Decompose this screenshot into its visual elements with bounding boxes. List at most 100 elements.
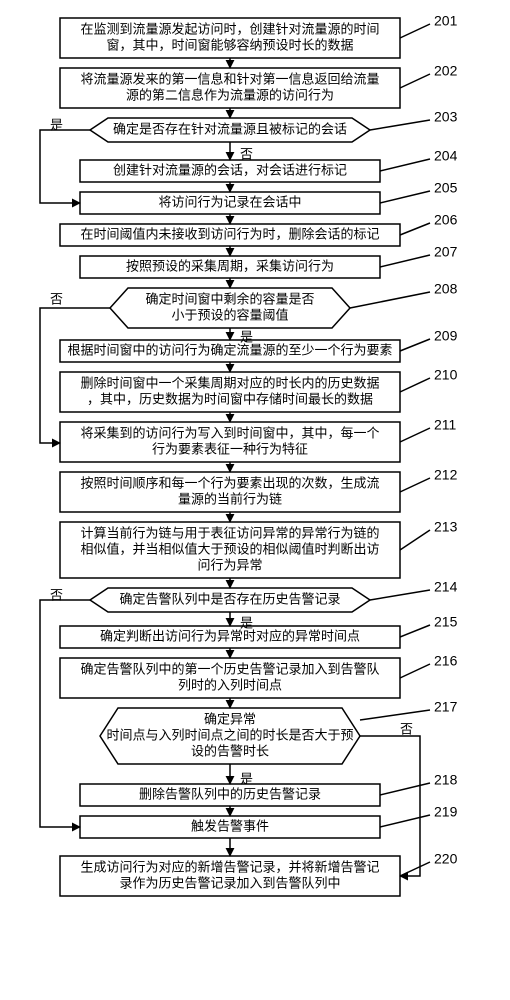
node-206: 在时间阈值内未接收到访问行为时，删除会话的标记 bbox=[60, 224, 400, 246]
svg-text:确定时间窗中剩余的容量是否: 确定时间窗中剩余的容量是否 bbox=[145, 291, 314, 306]
svg-text:确定异常: 确定异常 bbox=[204, 711, 256, 726]
leader-line bbox=[370, 120, 430, 130]
svg-text:时间点与入列时间点之间的时长是否大于预: 时间点与入列时间点之间的时长是否大于预 bbox=[106, 727, 353, 742]
node-211: 将采集到的访问行为写入到时间窗中，其中，每一个行为要素表征一种行为特征 bbox=[60, 422, 400, 462]
node-205: 将访问行为记录在会话中 bbox=[80, 192, 380, 214]
leader-line bbox=[400, 664, 430, 678]
node-217: 确定异常时间点与入列时间点之间的时长是否大于预设的告警时长 bbox=[100, 708, 360, 764]
svg-text:将采集到的访问行为写入到时间窗中，其中，每一个: 将采集到的访问行为写入到时间窗中，其中，每一个 bbox=[80, 425, 379, 440]
step-label-218: 218 bbox=[434, 772, 458, 788]
svg-text:是: 是 bbox=[240, 771, 253, 786]
leader-line bbox=[400, 378, 430, 392]
leader-line bbox=[400, 625, 430, 637]
svg-text:问行为异常: 问行为异常 bbox=[197, 557, 262, 572]
node-209: 根据时间窗中的访问行为确定流量源的至少一个行为要素 bbox=[60, 340, 400, 362]
svg-text:，其中，历史数据为时间窗中存储时间最长的数据: ，其中，历史数据为时间窗中存储时间最长的数据 bbox=[87, 391, 373, 406]
edge bbox=[40, 600, 90, 827]
svg-text:在监测到流量源发起访问时，创建针对流量源的时间: 在监测到流量源发起访问时，创建针对流量源的时间 bbox=[80, 21, 379, 36]
svg-text:小于预设的容量阈值: 小于预设的容量阈值 bbox=[171, 307, 288, 322]
step-label-209: 209 bbox=[434, 328, 458, 344]
svg-text:是: 是 bbox=[50, 117, 63, 132]
node-210: 删除时间窗中一个采集周期对应的时长内的历史数据，其中，历史数据为时间窗中存储时间… bbox=[60, 372, 400, 412]
svg-text:设的告警时长: 设的告警时长 bbox=[191, 743, 269, 758]
svg-text:列时的入列时间点: 列时的入列时间点 bbox=[178, 677, 282, 692]
svg-text:将访问行为记录在会话中: 将访问行为记录在会话中 bbox=[158, 194, 301, 209]
svg-text:窗，其中，时间窗能够容纳预设时长的数据: 窗，其中，时间窗能够容纳预设时长的数据 bbox=[106, 37, 353, 52]
node-214: 确定告警队列中是否存在历史告警记录 bbox=[90, 588, 370, 612]
step-label-203: 203 bbox=[434, 109, 458, 125]
svg-text:确定告警队列中的第一个历史告警记录加入到告警队: 确定告警队列中的第一个历史告警记录加入到告警队 bbox=[80, 661, 379, 676]
leader-line bbox=[400, 24, 430, 38]
step-label-219: 219 bbox=[434, 804, 458, 820]
svg-text:确定判断出访问行为异常时对应的异常时间点: 确定判断出访问行为异常时对应的异常时间点 bbox=[100, 628, 360, 643]
node-202: 将流量源发来的第一信息和针对第一信息返回给流量源的第二信息作为流量源的访问行为 bbox=[60, 68, 400, 108]
leader-line bbox=[380, 255, 430, 267]
step-label-204: 204 bbox=[434, 148, 458, 164]
step-label-217: 217 bbox=[434, 699, 458, 715]
svg-text:删除时间窗中一个采集周期对应的时长内的历史数据: 删除时间窗中一个采集周期对应的时长内的历史数据 bbox=[80, 375, 379, 390]
node-207: 按照预设的采集周期，采集访问行为 bbox=[80, 256, 380, 278]
leader-line bbox=[380, 159, 430, 171]
node-201: 在监测到流量源发起访问时，创建针对流量源的时间窗，其中，时间窗能够容纳预设时长的… bbox=[60, 18, 400, 58]
leader-line bbox=[360, 710, 430, 720]
node-219: 触发告警事件 bbox=[80, 816, 380, 838]
leader-line bbox=[380, 783, 430, 795]
step-label-210: 210 bbox=[434, 367, 458, 383]
node-204: 创建针对流量源的会话，对会话进行标记 bbox=[80, 160, 380, 182]
svg-text:量源的当前行为链: 量源的当前行为链 bbox=[178, 491, 282, 506]
svg-text:计算当前行为链与用于表征访问异常的异常行为链的: 计算当前行为链与用于表征访问异常的异常行为链的 bbox=[80, 525, 379, 540]
flowchart: 在监测到流量源发起访问时，创建针对流量源的时间窗，其中，时间窗能够容纳预设时长的… bbox=[0, 0, 510, 1000]
step-label-208: 208 bbox=[434, 281, 458, 297]
node-203: 确定是否存在针对流量源且被标记的会话 bbox=[90, 118, 370, 142]
step-label-220: 220 bbox=[434, 851, 458, 867]
node-208: 确定时间窗中剩余的容量是否小于预设的容量阈值 bbox=[110, 288, 350, 328]
svg-text:是: 是 bbox=[240, 615, 253, 630]
svg-text:源的第二信息作为流量源的访问行为: 源的第二信息作为流量源的访问行为 bbox=[126, 87, 334, 102]
svg-text:将流量源发来的第一信息和针对第一信息返回给流量: 将流量源发来的第一信息和针对第一信息返回给流量 bbox=[80, 71, 379, 86]
step-label-201: 201 bbox=[434, 13, 458, 29]
node-213: 计算当前行为链与用于表征访问异常的异常行为链的相似值，并当相似值大于预设的相似阈… bbox=[60, 522, 400, 578]
svg-text:按照时间顺序和每一个行为要素出现的次数，生成流: 按照时间顺序和每一个行为要素出现的次数，生成流 bbox=[80, 475, 379, 490]
step-label-202: 202 bbox=[434, 63, 458, 79]
step-label-207: 207 bbox=[434, 244, 458, 260]
step-label-214: 214 bbox=[434, 579, 458, 595]
svg-text:相似值，并当相似值大于预设的相似阈值时判断出访: 相似值，并当相似值大于预设的相似阈值时判断出访 bbox=[80, 541, 379, 556]
step-label-211: 211 bbox=[434, 417, 457, 433]
leader-line bbox=[400, 74, 430, 88]
leader-line bbox=[380, 815, 430, 827]
svg-text:触发告警事件: 触发告警事件 bbox=[191, 818, 269, 833]
node-220: 生成访问行为对应的新增告警记录，并将新增告警记录作为历史告警记录加入到告警队列中 bbox=[60, 856, 400, 896]
svg-text:行为要素表征一种行为特征: 行为要素表征一种行为特征 bbox=[152, 441, 308, 456]
svg-text:确定是否存在针对流量源且被标记的会话: 确定是否存在针对流量源且被标记的会话 bbox=[113, 121, 347, 136]
svg-text:否: 否 bbox=[50, 587, 63, 602]
leader-line bbox=[350, 292, 430, 308]
svg-text:在时间阈值内未接收到访问行为时，删除会话的标记: 在时间阈值内未接收到访问行为时，删除会话的标记 bbox=[80, 226, 379, 241]
svg-text:否: 否 bbox=[50, 291, 63, 306]
node-218: 删除告警队列中的历史告警记录 bbox=[80, 784, 380, 806]
node-216: 确定告警队列中的第一个历史告警记录加入到告警队列时的入列时间点 bbox=[60, 658, 400, 698]
svg-text:否: 否 bbox=[400, 721, 413, 736]
svg-text:生成访问行为对应的新增告警记录，并将新增告警记: 生成访问行为对应的新增告警记录，并将新增告警记 bbox=[80, 859, 379, 874]
step-label-213: 213 bbox=[434, 519, 458, 535]
svg-text:是: 是 bbox=[240, 329, 253, 344]
leader-line bbox=[400, 428, 430, 442]
leader-line bbox=[400, 339, 430, 351]
step-label-215: 215 bbox=[434, 614, 458, 630]
leader-line bbox=[400, 530, 430, 550]
svg-text:根据时间窗中的访问行为确定流量源的至少一个行为要素: 根据时间窗中的访问行为确定流量源的至少一个行为要素 bbox=[67, 342, 392, 357]
leader-line bbox=[380, 191, 430, 203]
leader-line bbox=[400, 862, 430, 876]
svg-text:按照预设的采集周期，采集访问行为: 按照预设的采集周期，采集访问行为 bbox=[126, 258, 334, 273]
node-212: 按照时间顺序和每一个行为要素出现的次数，生成流量源的当前行为链 bbox=[60, 472, 400, 512]
leader-line bbox=[400, 478, 430, 492]
step-label-206: 206 bbox=[434, 212, 458, 228]
step-label-205: 205 bbox=[434, 180, 458, 196]
node-215: 确定判断出访问行为异常时对应的异常时间点 bbox=[60, 626, 400, 648]
leader-line bbox=[370, 590, 430, 600]
svg-text:确定告警队列中是否存在历史告警记录: 确定告警队列中是否存在历史告警记录 bbox=[119, 591, 340, 606]
step-label-216: 216 bbox=[434, 653, 458, 669]
svg-text:删除告警队列中的历史告警记录: 删除告警队列中的历史告警记录 bbox=[139, 786, 321, 801]
leader-line bbox=[400, 223, 430, 235]
svg-text:否: 否 bbox=[240, 146, 253, 161]
svg-text:创建针对流量源的会话，对会话进行标记: 创建针对流量源的会话，对会话进行标记 bbox=[113, 162, 347, 177]
